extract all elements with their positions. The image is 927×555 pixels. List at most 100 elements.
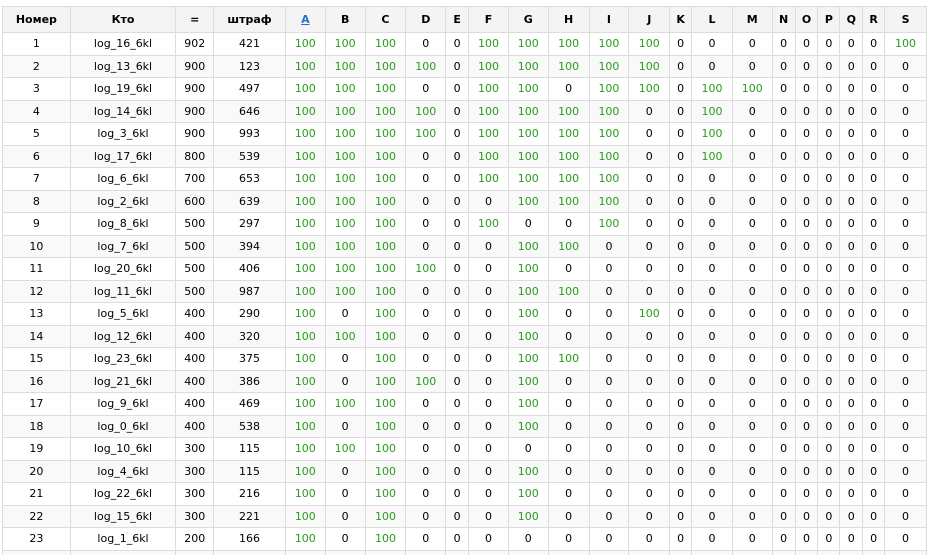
score-cell-r: 0 — [862, 324, 886, 348]
score-cell-g: 100 — [507, 99, 549, 123]
score-cell-c: 100 — [364, 189, 407, 213]
score-cell-j: 0 — [628, 347, 671, 371]
score-cell-q: 0 — [839, 482, 864, 506]
score-cell-g: 100 — [507, 144, 549, 168]
score-cell-i: 0 — [588, 302, 630, 326]
score-cell-q: 0 — [839, 144, 864, 168]
score-cell-p: 0 — [817, 189, 841, 213]
score-cell-b: 100 — [324, 77, 366, 101]
table-row: 11 log_20_6kl 500 406 100 100 100 100 0 0 100 0 0 0 0 0… — [2, 257, 927, 281]
score-cell-f: 0 — [468, 234, 509, 258]
score-cell-b: 0 — [324, 527, 366, 551]
penalty-cell: 538 — [213, 414, 286, 438]
score-cell-b: 100 — [324, 122, 366, 146]
score-cell-m: 0 — [731, 459, 773, 483]
score-cell-q: 0 — [839, 302, 864, 326]
score-cell-r: 0 — [862, 77, 886, 101]
score-cell-a: 100 — [284, 234, 326, 258]
rank-cell: 21 — [2, 482, 71, 506]
solved-cell: 200 — [175, 527, 215, 551]
penalty-cell: 539 — [213, 144, 286, 168]
score-cell-b: 100 — [324, 99, 366, 123]
score-cell-g: 0 — [507, 212, 549, 236]
score-cell-c: 100 — [364, 459, 407, 483]
score-cell-c: 100 — [364, 144, 407, 168]
score-cell-d: 0 — [405, 302, 447, 326]
score-cell-a: 100 — [284, 189, 326, 213]
score-cell-f: 100 — [468, 54, 509, 78]
score-cell-l: 0 — [691, 504, 733, 528]
score-cell-m: 0 — [731, 122, 773, 146]
score-cell-r: 0 — [862, 167, 886, 191]
score-cell-o: 0 — [794, 369, 819, 393]
score-cell-p: 0 — [817, 144, 841, 168]
score-cell-s: 0 — [884, 302, 927, 326]
score-cell-m: 0 — [731, 324, 773, 348]
score-cell-e: 0 — [445, 369, 470, 393]
score-cell-m: 0 — [731, 369, 773, 393]
score-cell-b: 100 — [324, 212, 366, 236]
score-cell-g: 100 — [507, 392, 549, 416]
score-cell-p: 0 — [817, 324, 841, 348]
table-row: 15 log_23_6kl 400 375 100 0 100 0 0 0 100 100 0 0 0 0 0 0… — [2, 347, 927, 371]
score-cell-p: 0 — [817, 347, 841, 371]
participant-cell: log_6_6kl — [69, 167, 177, 191]
empty-cell — [284, 549, 326, 555]
score-cell-p: 0 — [817, 392, 841, 416]
participant-cell: log_10_6kl — [69, 437, 177, 461]
participant-cell: log_8_6kl — [69, 212, 177, 236]
col-header-problem-h: H — [547, 6, 590, 33]
score-cell-g: 0 — [507, 437, 549, 461]
solved-cell: 400 — [175, 369, 215, 393]
score-cell-g: 100 — [507, 482, 549, 506]
score-cell-g: 100 — [507, 324, 549, 348]
score-cell-n: 0 — [771, 437, 796, 461]
score-cell-d: 0 — [405, 212, 447, 236]
score-cell-r: 0 — [862, 437, 886, 461]
rank-cell: 9 — [2, 212, 71, 236]
table-row: 7 log_6_6kl 700 653 100 100 100 0 0 100 100 100 100 0… — [2, 167, 927, 191]
score-cell-b: 100 — [324, 257, 366, 281]
score-cell-l: 0 — [691, 189, 733, 213]
score-cell-e: 0 — [445, 324, 470, 348]
score-cell-d: 0 — [405, 32, 447, 56]
rank-cell: 16 — [2, 369, 71, 393]
rank-cell: 19 — [2, 437, 71, 461]
solved-cell: 700 — [175, 167, 215, 191]
score-cell-f: 100 — [468, 122, 509, 146]
col-header-problem-g: G — [507, 6, 549, 33]
score-cell-l: 100 — [691, 77, 733, 101]
col-header-problem-r: R — [862, 6, 886, 33]
score-cell-q: 0 — [839, 347, 864, 371]
sort-link-problem-a[interactable]: A — [301, 13, 310, 26]
score-cell-k: 0 — [669, 189, 693, 213]
score-cell-m: 0 — [731, 32, 773, 56]
penalty-cell: 386 — [213, 369, 286, 393]
score-cell-n: 0 — [771, 234, 796, 258]
rank-cell: 6 — [2, 144, 71, 168]
score-cell-i: 100 — [588, 189, 630, 213]
score-cell-n: 0 — [771, 459, 796, 483]
score-cell-r: 0 — [862, 234, 886, 258]
score-cell-m: 0 — [731, 279, 773, 303]
score-cell-i: 0 — [588, 347, 630, 371]
score-cell-r: 0 — [862, 99, 886, 123]
penalty-cell: 375 — [213, 347, 286, 371]
score-cell-e: 0 — [445, 234, 470, 258]
score-cell-c: 100 — [364, 54, 407, 78]
score-cell-j: 0 — [628, 167, 671, 191]
score-cell-p: 0 — [817, 504, 841, 528]
table-row: 12 log_11_6kl 500 987 100 100 100 0 0 0 100 100 0 0 0 0… — [2, 279, 927, 303]
penalty-cell: 646 — [213, 99, 286, 123]
col-header-problem-i: I — [588, 6, 630, 33]
solved-cell: 900 — [175, 54, 215, 78]
score-cell-e: 0 — [445, 392, 470, 416]
score-cell-d: 100 — [405, 369, 447, 393]
score-cell-l: 100 — [691, 144, 733, 168]
score-cell-e: 0 — [445, 122, 470, 146]
table-row: 21 log_22_6kl 300 216 100 0 100 0 0 0 100 0 0 0 0 0 0 0 0 0… — [2, 482, 927, 506]
participant-cell: log_13_6kl — [69, 54, 177, 78]
col-header-problem-c: C — [364, 6, 407, 33]
score-cell-d: 0 — [405, 279, 447, 303]
score-cell-r: 0 — [862, 32, 886, 56]
